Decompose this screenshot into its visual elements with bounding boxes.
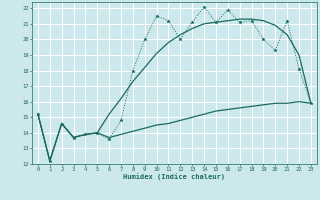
X-axis label: Humidex (Indice chaleur): Humidex (Indice chaleur)	[124, 173, 225, 180]
